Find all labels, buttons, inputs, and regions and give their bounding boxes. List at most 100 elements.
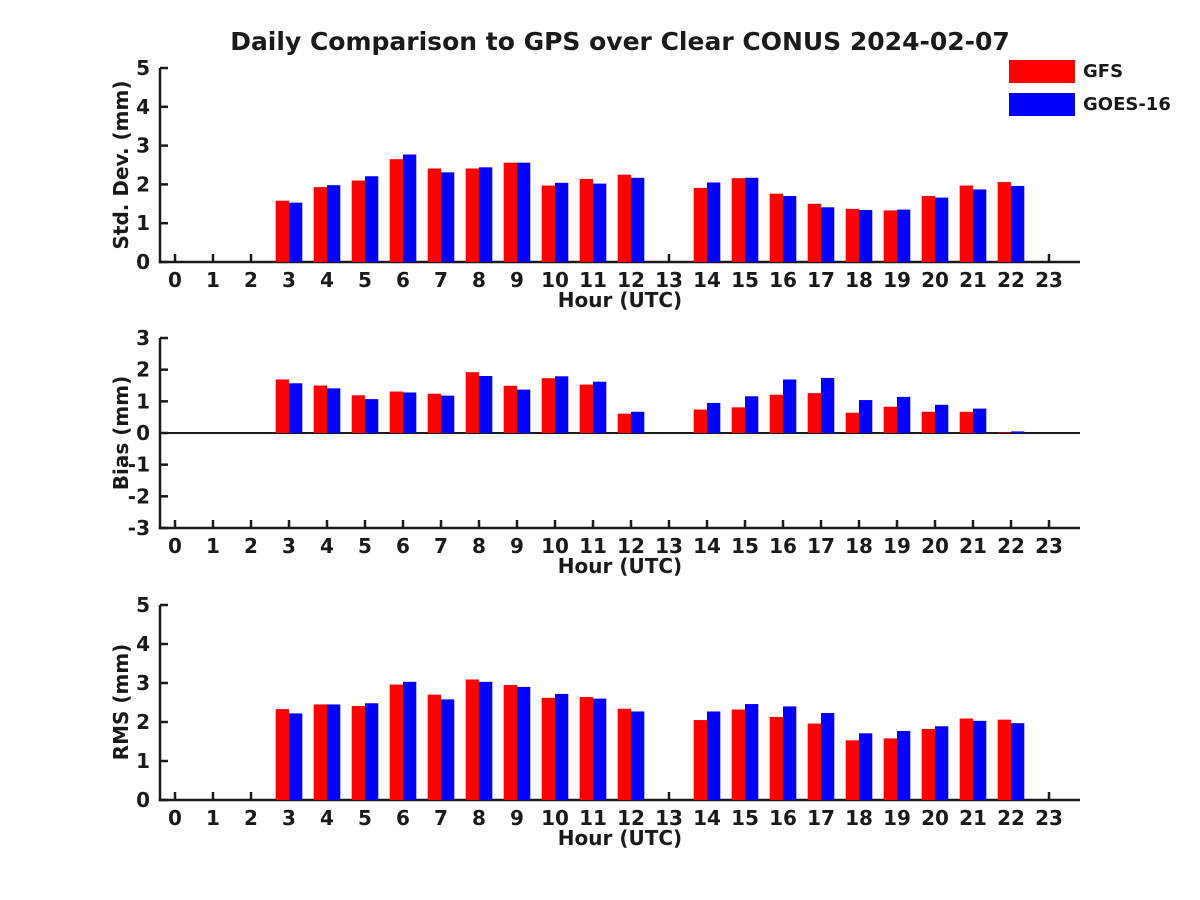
bar-goes16-h21 <box>973 189 987 262</box>
x-axis-label-rms: Hour (UTC) <box>557 826 683 850</box>
bar-goes16-h20 <box>935 404 949 433</box>
bar-goes16-h21 <box>973 408 987 433</box>
bar-goes16-h10 <box>555 693 569 800</box>
bar-goes16-h11 <box>593 698 607 800</box>
bar-goes16-h11 <box>593 183 607 262</box>
x-tick-label: 15 <box>731 534 759 558</box>
legend-swatch-gfs <box>1009 60 1075 83</box>
y-tick-label: 1 <box>136 749 150 773</box>
bar-gfs-h10 <box>541 185 555 262</box>
bar-gfs-h22 <box>997 182 1011 262</box>
x-tick-label: 8 <box>472 268 486 292</box>
x-tick-label: 17 <box>807 806 835 830</box>
bar-goes16-h4 <box>327 388 341 433</box>
bar-gfs-h18 <box>845 412 859 433</box>
bar-gfs-h8 <box>465 372 479 433</box>
x-tick-label: 14 <box>693 268 721 292</box>
bar-goes16-h5 <box>365 399 379 433</box>
bar-gfs-h19 <box>883 210 897 262</box>
x-tick-label: 21 <box>959 268 987 292</box>
bar-gfs-h14 <box>693 720 707 800</box>
x-tick-label: 6 <box>396 534 410 558</box>
x-tick-label: 23 <box>1035 534 1063 558</box>
x-tick-label: 21 <box>959 534 987 558</box>
bar-gfs-h7 <box>427 393 441 433</box>
y-tick-label: 2 <box>136 172 150 196</box>
y-tick-label: 4 <box>136 632 150 656</box>
y-tick-label: 1 <box>136 389 150 413</box>
bar-gfs-h6 <box>389 391 403 433</box>
bar-goes16-h7 <box>441 699 455 800</box>
y-tick-label: 5 <box>136 56 150 80</box>
bar-gfs-h20 <box>921 411 935 433</box>
bar-gfs-h19 <box>883 738 897 800</box>
bar-gfs-h20 <box>921 196 935 262</box>
bar-gfs-h6 <box>389 159 403 262</box>
bar-gfs-h4 <box>313 704 327 800</box>
x-tick-label: 16 <box>769 268 797 292</box>
bar-goes16-h16 <box>783 379 797 433</box>
bar-gfs-h10 <box>541 378 555 433</box>
x-tick-label: 3 <box>282 806 296 830</box>
x-tick-label: 6 <box>396 806 410 830</box>
y-tick-label: 5 <box>136 593 150 617</box>
bar-goes16-h7 <box>441 395 455 433</box>
x-tick-label: 1 <box>206 534 220 558</box>
y-tick-label: 2 <box>136 358 150 382</box>
x-tick-label: 9 <box>510 268 524 292</box>
x-tick-label: 5 <box>358 268 372 292</box>
bar-gfs-h17 <box>807 723 821 800</box>
bar-goes16-h3 <box>289 713 303 800</box>
x-tick-label: 10 <box>541 534 569 558</box>
bar-goes16-h5 <box>365 176 379 262</box>
bar-goes16-h22 <box>1011 723 1025 800</box>
bar-goes16-h11 <box>593 381 607 433</box>
y-tick-label: 2 <box>136 710 150 734</box>
y-tick-label: 3 <box>136 134 150 158</box>
bar-goes16-h18 <box>859 733 873 800</box>
x-tick-label: 4 <box>320 806 334 830</box>
bar-goes16-h9 <box>517 162 531 262</box>
bar-gfs-h19 <box>883 406 897 433</box>
x-tick-label: 12 <box>617 534 645 558</box>
bar-gfs-h4 <box>313 385 327 433</box>
y-axis-label-rms: RMS (mm) <box>109 643 133 761</box>
legend-label-goes16: GOES-16 <box>1083 93 1171 115</box>
bar-gfs-h9 <box>503 684 517 800</box>
bar-goes16-h12 <box>631 177 645 262</box>
bar-goes16-h14 <box>707 711 721 800</box>
x-tick-label: 0 <box>168 534 182 558</box>
x-tick-label: 11 <box>579 534 607 558</box>
x-tick-label: 22 <box>997 806 1025 830</box>
x-axis-label-bias: Hour (UTC) <box>557 554 683 578</box>
y-tick-label: 0 <box>136 788 150 812</box>
x-tick-label: 7 <box>434 534 448 558</box>
legend-item-goes16: GOES-16 <box>1009 93 1171 116</box>
x-tick-label: 7 <box>434 268 448 292</box>
y-tick-label: 0 <box>136 250 150 274</box>
bar-goes16-h17 <box>821 377 835 433</box>
bar-gfs-h18 <box>845 740 859 800</box>
y-tick-label: -3 <box>128 516 150 540</box>
bar-goes16-h15 <box>745 396 759 433</box>
x-tick-label: 16 <box>769 806 797 830</box>
bar-gfs-h18 <box>845 208 859 262</box>
bar-goes16-h19 <box>897 396 911 433</box>
bar-goes16-h9 <box>517 389 531 433</box>
y-tick-label: -1 <box>128 453 150 477</box>
x-tick-label: 11 <box>579 268 607 292</box>
x-tick-label: 18 <box>845 534 873 558</box>
y-tick-label: 1 <box>136 211 150 235</box>
bar-gfs-h6 <box>389 684 403 800</box>
bar-gfs-h3 <box>275 379 289 433</box>
x-tick-label: 0 <box>168 806 182 830</box>
x-tick-label: 10 <box>541 806 569 830</box>
bar-gfs-h11 <box>579 384 593 433</box>
bar-gfs-h15 <box>731 178 745 262</box>
bar-goes16-h20 <box>935 726 949 800</box>
bar-goes16-h6 <box>403 681 417 800</box>
bar-goes16-h4 <box>327 185 341 262</box>
bar-goes16-h14 <box>707 182 721 262</box>
bar-goes16-h19 <box>897 209 911 262</box>
x-tick-label: 19 <box>883 806 911 830</box>
